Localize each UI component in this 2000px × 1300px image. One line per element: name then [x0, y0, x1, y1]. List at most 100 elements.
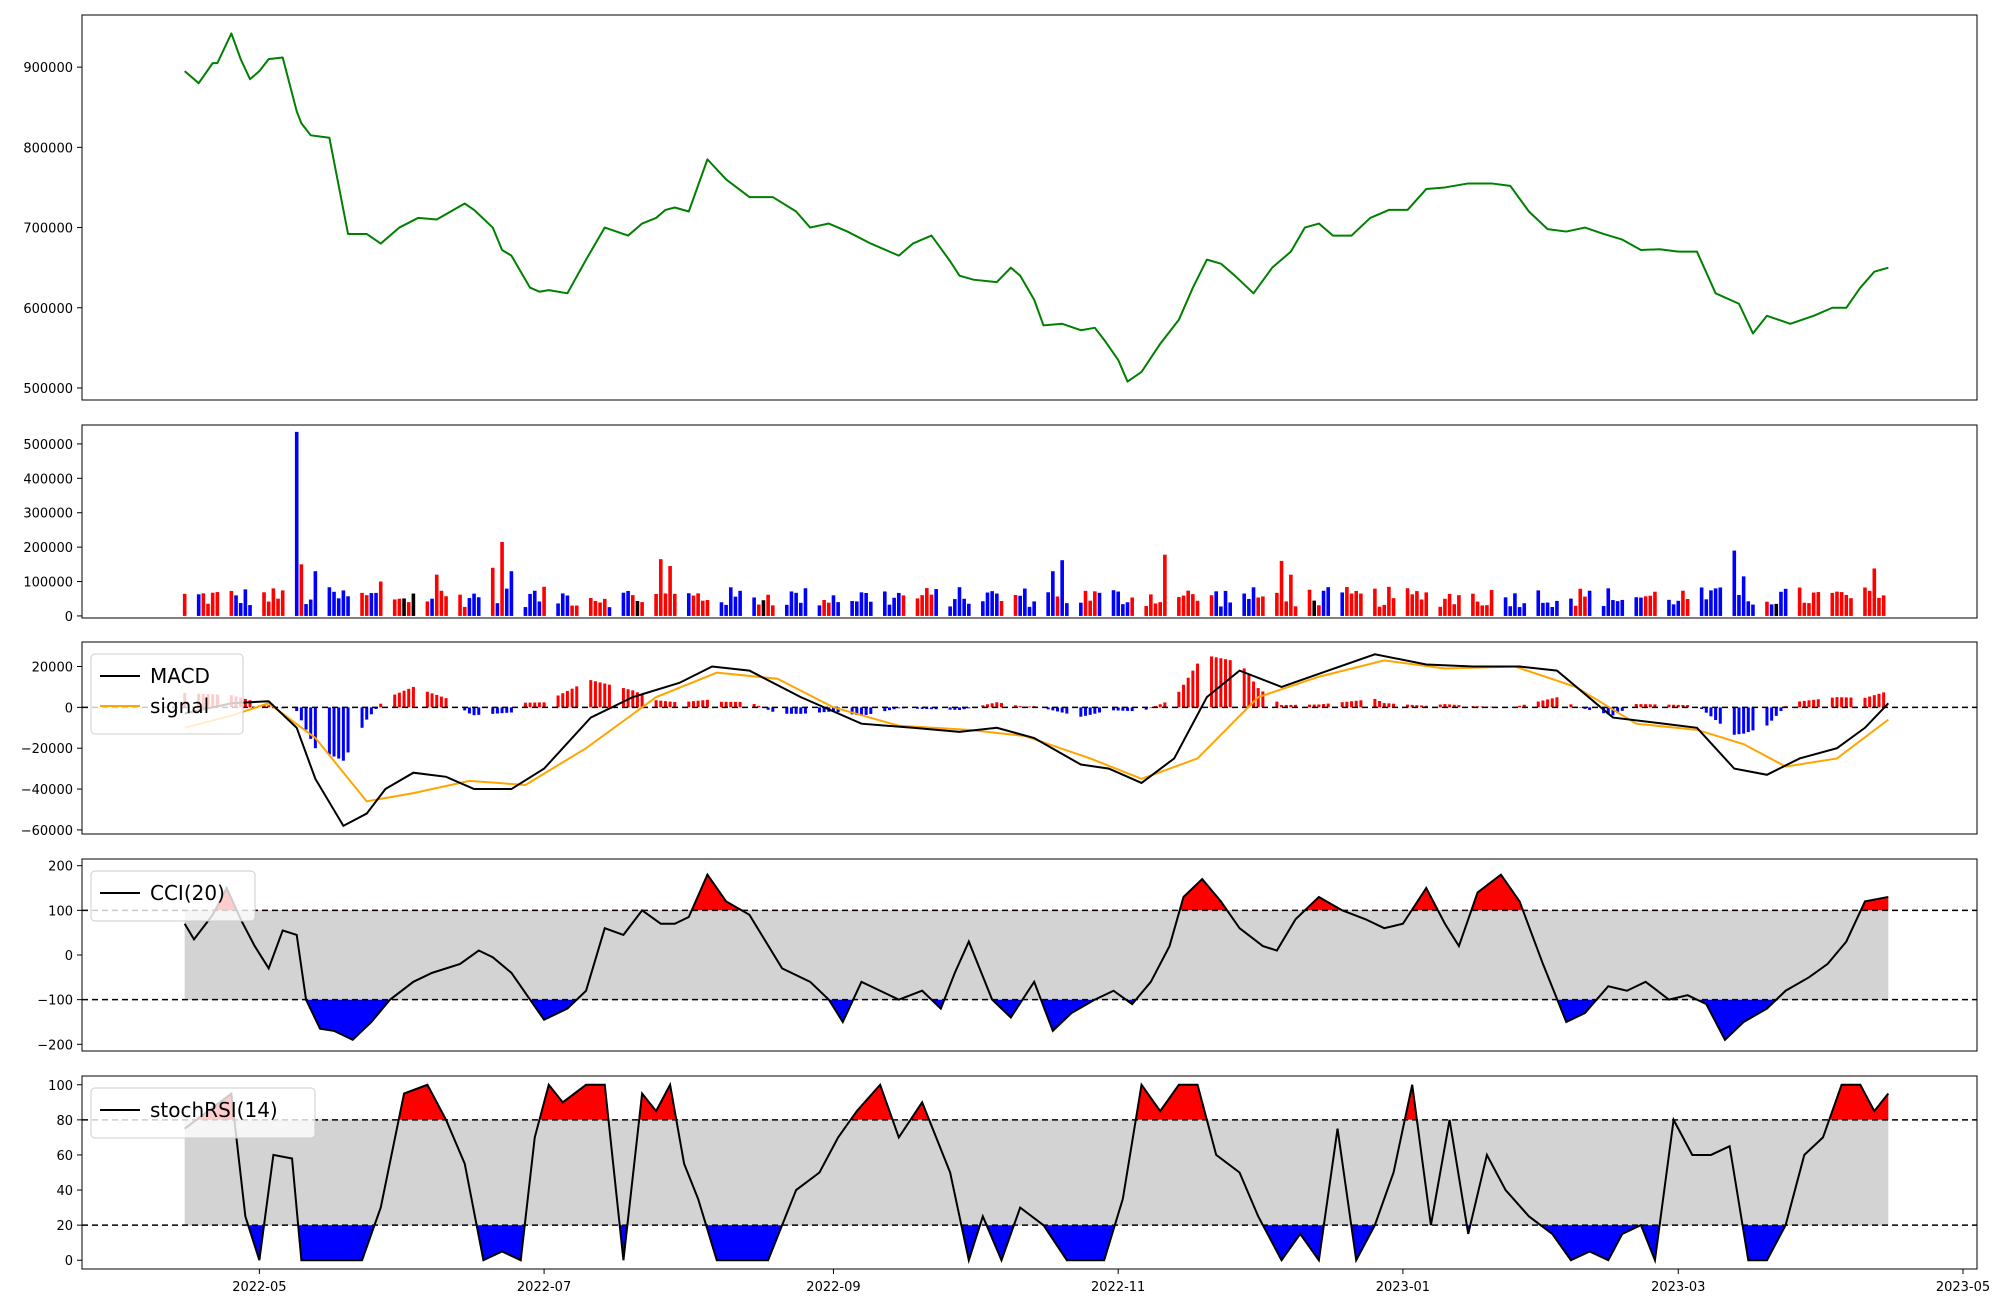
macd-histogram-bar — [1326, 703, 1330, 708]
volume-bar — [1653, 591, 1657, 616]
y-tick-label: 40 — [56, 1184, 73, 1199]
y-tick-label: −200 — [37, 1038, 73, 1053]
macd-histogram-bar — [1406, 704, 1410, 708]
macd-histogram-bar — [948, 707, 952, 710]
macd-histogram-bar — [1634, 704, 1638, 708]
cci-panel: −200 −100 0 100 200 CCI(20) — [37, 858, 1978, 1053]
macd-histogram-bar — [1849, 697, 1853, 708]
volume-bar — [346, 596, 350, 616]
volume-bar — [1667, 599, 1671, 616]
volume-bar — [1111, 590, 1116, 616]
legend-entry: MACD — [150, 664, 210, 688]
volume-bar — [500, 541, 504, 616]
volume-bar — [1807, 603, 1811, 616]
volume-bar — [1186, 590, 1190, 616]
macd-histogram-bar — [799, 707, 803, 714]
macd-histogram-bar — [883, 707, 887, 712]
macd-histogram-bar — [1644, 704, 1648, 708]
volume-bar — [1387, 586, 1391, 616]
y-tick-label: 0 — [65, 1254, 73, 1269]
macd-histogram-bar — [1093, 707, 1097, 714]
macd-histogram-bar — [1354, 700, 1358, 708]
macd-histogram-bar — [640, 694, 644, 708]
macd-histogram-bar — [1312, 704, 1316, 708]
macd-histogram-bar — [855, 707, 859, 716]
y-tick-label: −100 — [37, 994, 73, 1009]
volume-bar — [523, 607, 528, 616]
macd-histogram-bar — [304, 707, 308, 730]
volume-bar — [1751, 604, 1755, 616]
volume-bar — [1643, 596, 1648, 616]
volume-bar — [831, 595, 836, 616]
volume-bar — [1718, 587, 1723, 616]
price-line — [184, 32, 1889, 383]
macd-histogram-bar — [1667, 704, 1671, 708]
macd-histogram-bar — [346, 707, 350, 753]
y-tick-label: 0 — [65, 610, 73, 625]
volume-bar — [1783, 588, 1788, 616]
volume-bar — [1247, 598, 1251, 616]
macd-histogram-bar — [1261, 691, 1265, 708]
macd-histogram-bar — [1742, 707, 1746, 734]
volume-bar — [327, 587, 332, 616]
volume-bar — [1079, 602, 1083, 616]
macd-histogram-bar — [1051, 707, 1055, 711]
macd-histogram-bar — [463, 707, 467, 711]
volume-bar — [392, 599, 397, 616]
volume-bar — [1872, 568, 1877, 616]
macd-histogram-bar — [1835, 697, 1839, 708]
volume-bar — [1704, 599, 1709, 616]
volume-bar — [1382, 604, 1387, 616]
volume-bar — [266, 601, 271, 616]
volume-bar — [1354, 590, 1359, 616]
macd-histogram-bar — [1840, 697, 1844, 708]
macd-histogram-bar — [1121, 707, 1125, 711]
volume-bar — [1438, 606, 1443, 616]
volume-bar — [1634, 597, 1639, 616]
macd-histogram-bar — [397, 692, 401, 708]
legend-box — [90, 653, 244, 735]
macd-histogram-bar — [467, 707, 471, 714]
volume-bar — [1867, 590, 1872, 616]
volume-bar — [574, 605, 579, 616]
x-tick-label: 2023-03 — [1651, 1280, 1705, 1295]
macd-histogram-bar — [1144, 707, 1148, 710]
macd-histogram-bar — [953, 707, 957, 710]
macd-histogram-bar — [1308, 704, 1312, 708]
volume-bar — [1508, 606, 1513, 616]
volume-bar — [1550, 606, 1555, 616]
macd-histogram-bar — [1378, 701, 1382, 708]
volume-bar — [915, 598, 920, 616]
legend-box — [90, 1087, 316, 1139]
macd-histogram-bar — [332, 707, 336, 757]
macd-histogram-bar — [295, 707, 299, 712]
macd-histogram-bar — [1130, 707, 1134, 712]
volume-bar — [299, 564, 304, 616]
macd-histogram-bar — [1457, 705, 1461, 708]
volume-bar — [444, 596, 448, 616]
volume-bar — [336, 598, 341, 616]
macd-histogram-bar — [1830, 697, 1834, 708]
oscillator-line — [183, 872, 1889, 1042]
macd-histogram-bar — [1672, 704, 1676, 708]
macd-histogram-bar — [1322, 704, 1326, 708]
macd-histogram-bar — [1060, 707, 1064, 713]
volume-bar — [705, 600, 710, 616]
volume-bar — [1615, 601, 1620, 616]
macd-histogram-bar — [589, 680, 593, 708]
macd-histogram-bar — [537, 702, 541, 708]
volume-bar — [770, 605, 775, 616]
y-tick-label: 300000 — [23, 507, 73, 522]
volume-bar — [1583, 596, 1587, 616]
volume-bar — [719, 602, 724, 616]
macd-histogram-bar — [771, 707, 775, 712]
volume-bar — [1261, 596, 1265, 616]
volume-bar — [920, 595, 924, 616]
macd-histogram-bar — [859, 707, 863, 716]
y-tick-label: 400000 — [23, 472, 73, 487]
volume-bar — [332, 591, 336, 616]
y-tick-label: 600000 — [23, 302, 73, 317]
volume-bar — [691, 595, 696, 616]
volume-bar — [1359, 593, 1363, 616]
